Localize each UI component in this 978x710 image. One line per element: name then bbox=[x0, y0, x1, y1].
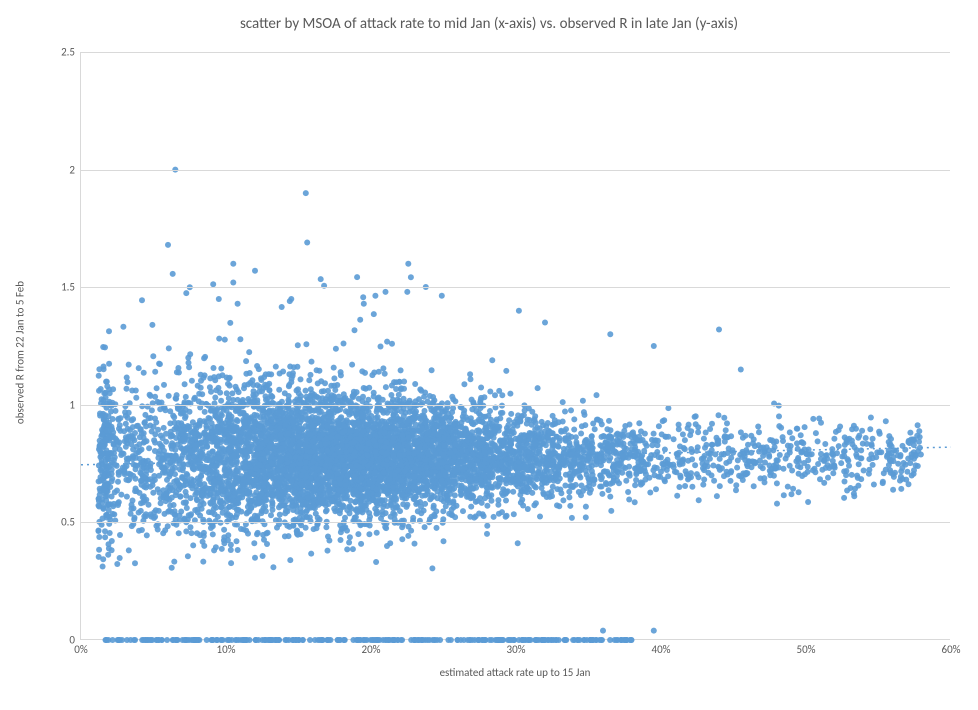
trendline-layer bbox=[81, 52, 951, 640]
gridline-y bbox=[81, 170, 950, 171]
y-tick-label: 1 bbox=[69, 398, 81, 411]
gridline-y bbox=[81, 405, 950, 406]
y-tick-label: 2.5 bbox=[61, 46, 81, 59]
x-tick-label: 10% bbox=[216, 639, 235, 656]
chart-container: scatter by MSOA of attack rate to mid Ja… bbox=[0, 0, 978, 710]
x-tick-label: 30% bbox=[506, 639, 525, 656]
y-axis-title: observed R from 22 Jan to 5 Feb bbox=[14, 59, 27, 647]
x-tick-label: 0% bbox=[74, 639, 87, 656]
x-axis-title: estimated attack rate up to 15 Jan bbox=[80, 666, 950, 679]
x-tick-label: 50% bbox=[796, 639, 815, 656]
gridline-y bbox=[81, 522, 950, 523]
y-tick-label: 2 bbox=[69, 163, 81, 176]
y-tick-label: 0.5 bbox=[61, 516, 81, 529]
x-tick-label: 40% bbox=[651, 639, 670, 656]
trendline bbox=[81, 447, 951, 465]
plot-area: 00.511.522.50%10%20%30%40%50%60% bbox=[80, 52, 950, 640]
y-tick-label: 1.5 bbox=[61, 281, 81, 294]
x-tick-label: 60% bbox=[941, 639, 960, 656]
gridline-y bbox=[81, 287, 950, 288]
x-tick-label: 20% bbox=[361, 639, 380, 656]
chart-title: scatter by MSOA of attack rate to mid Ja… bbox=[0, 15, 978, 33]
gridline-y bbox=[81, 52, 950, 53]
